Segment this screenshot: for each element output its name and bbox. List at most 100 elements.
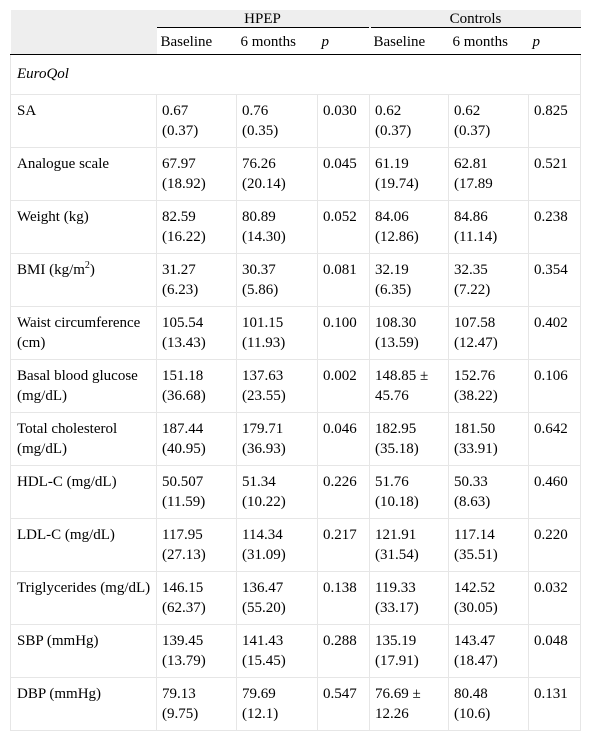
cell-hpep-6-months: 136.47 (55.20): [236, 571, 318, 625]
cell-hpep-p: 0.288: [317, 624, 370, 678]
cell-controls-p: 0.402: [528, 306, 581, 360]
cell-controls-p: 0.032: [528, 571, 581, 625]
row-label: LDL-C (mg/dL): [10, 518, 157, 572]
sub-header-row: Baseline 6 months p Baseline 6 months p: [10, 27, 581, 55]
cell-hpep-baseline: 117.95 (27.13): [156, 518, 237, 572]
cell-hpep-p: 0.226: [317, 465, 370, 519]
cell-controls-p: 0.354: [528, 253, 581, 307]
row-label: Analogue scale: [10, 147, 157, 201]
table-row: Total cholesterol (mg/dL) 187.44 (40.95) 17…: [10, 412, 581, 466]
cell-controls-6-months: 142.52 (30.05): [448, 571, 529, 625]
cell-controls-p: 0.825: [528, 94, 581, 148]
cell-hpep-baseline: 146.15 (62.37): [156, 571, 237, 625]
table-row: LDL-C (mg/dL) 117.95 (27.13) 114.34 (31.09) 0…: [10, 518, 581, 572]
cell-hpep-p: 0.081: [317, 253, 370, 307]
cell-hpep-baseline: 139.45 (13.79): [156, 624, 237, 678]
cell-controls-6-months: 0.62 (0.37): [448, 94, 529, 148]
cell-hpep-p: 0.046: [317, 412, 370, 466]
table-row: Basal blood glucose (mg/dL) 151.18 (36.68)…: [10, 359, 581, 413]
row-label: Basal blood glucose (mg/dL): [10, 359, 157, 413]
cell-controls-6-months: 80.48 (10.6): [448, 677, 529, 731]
group-header-blank: [10, 10, 157, 28]
sub-header-controls-p: p: [528, 27, 581, 55]
table-row: DBP (mmHg) 79.13 (9.75) 79.69 (12.1) 0.547 76.…: [10, 677, 581, 731]
cell-controls-6-months: 62.81 (17.89: [448, 147, 529, 201]
cell-controls-6-months: 181.50 (33.91): [448, 412, 529, 466]
cell-hpep-6-months: 30.37 (5.86): [236, 253, 318, 307]
section-label: EuroQol: [10, 54, 581, 95]
cell-hpep-6-months: 80.89 (14.30): [236, 200, 318, 254]
cell-hpep-6-months: 179.71 (36.93): [236, 412, 318, 466]
cell-hpep-6-months: 101.15 (11.93): [236, 306, 318, 360]
cell-hpep-p: 0.547: [317, 677, 370, 731]
row-label: DBP (mmHg): [10, 677, 157, 731]
cell-controls-baseline: 148.85 ±45.76: [369, 359, 449, 413]
cell-controls-6-months: 50.33 (8.63): [448, 465, 529, 519]
sub-header-blank: [10, 27, 157, 55]
table-row: Analogue scale 67.97 (18.92) 76.26 (20.14) 0.…: [10, 147, 581, 201]
table-row: Weight (kg) 82.59 (16.22) 80.89 (14.30) 0.052…: [10, 200, 581, 254]
table-row: HDL-C (mg/dL) 50.507 (11.59) 51.34 (10.22) 0.…: [10, 465, 581, 519]
row-label: Triglycerides (mg/dL): [10, 571, 157, 625]
cell-controls-p: 0.220: [528, 518, 581, 572]
cell-controls-p: 0.048: [528, 624, 581, 678]
group-header-row: HPEP Controls: [10, 10, 581, 28]
cell-controls-baseline: 0.62 (0.37): [369, 94, 449, 148]
cell-controls-6-months: 152.76 (38.22): [448, 359, 529, 413]
table-row: SA 0.67 (0.37) 0.76 (0.35) 0.030 0.62 (0.37) 0.6…: [10, 94, 581, 148]
cell-controls-6-months: 117.14 (35.51): [448, 518, 529, 572]
sub-header-hpep-6-months: 6 months: [236, 27, 318, 55]
cell-controls-baseline: 119.33 (33.17): [369, 571, 449, 625]
cell-hpep-baseline: 79.13 (9.75): [156, 677, 237, 731]
results-table: HPEP Controls Baseline 6 months p Baseli…: [10, 10, 581, 731]
group-header-controls: Controls: [369, 10, 581, 28]
cell-hpep-6-months: 79.69 (12.1): [236, 677, 318, 731]
cell-hpep-p: 0.138: [317, 571, 370, 625]
cell-hpep-p: 0.052: [317, 200, 370, 254]
cell-controls-6-months: 107.58 (12.47): [448, 306, 529, 360]
cell-hpep-baseline: 67.97 (18.92): [156, 147, 237, 201]
cell-hpep-baseline: 82.59 (16.22): [156, 200, 237, 254]
cell-hpep-baseline: 50.507 (11.59): [156, 465, 237, 519]
sub-header-hpep-p: p: [317, 27, 370, 55]
cell-hpep-baseline: 105.54 (13.43): [156, 306, 237, 360]
cell-hpep-6-months: 137.63 (23.55): [236, 359, 318, 413]
cell-hpep-6-months: 141.43 (15.45): [236, 624, 318, 678]
cell-hpep-baseline: 187.44 (40.95): [156, 412, 237, 466]
cell-controls-6-months: 143.47 (18.47): [448, 624, 529, 678]
cell-controls-p: 0.460: [528, 465, 581, 519]
cell-controls-baseline: 182.95 (35.18): [369, 412, 449, 466]
cell-controls-6-months: 32.35 (7.22): [448, 253, 529, 307]
cell-hpep-6-months: 0.76 (0.35): [236, 94, 318, 148]
table-row: BMI (kg/m2) 31.27 (6.23) 30.37 (5.86) 0.081 32…: [10, 253, 581, 307]
cell-controls-baseline: 32.19 (6.35): [369, 253, 449, 307]
row-label: BMI (kg/m2): [10, 253, 157, 307]
row-label: HDL-C (mg/dL): [10, 465, 157, 519]
section-row: EuroQol: [10, 54, 581, 95]
cell-hpep-p: 0.002: [317, 359, 370, 413]
cell-hpep-6-months: 51.34 (10.22): [236, 465, 318, 519]
cell-controls-6-months: 84.86 (11.14): [448, 200, 529, 254]
sub-header-controls-baseline: Baseline: [369, 27, 449, 55]
row-label: Total cholesterol (mg/dL): [10, 412, 157, 466]
cell-controls-baseline: 61.19 (19.74): [369, 147, 449, 201]
group-header-hpep: HPEP: [156, 10, 371, 28]
cell-controls-baseline: 108.30 (13.59): [369, 306, 449, 360]
cell-controls-baseline: 121.91 (31.54): [369, 518, 449, 572]
cell-controls-p: 0.131: [528, 677, 581, 731]
table-row: Waist circumference (cm) 105.54 (13.43) 101…: [10, 306, 581, 360]
cell-hpep-p: 0.100: [317, 306, 370, 360]
cell-controls-baseline: 135.19 (17.91): [369, 624, 449, 678]
cell-controls-baseline: 84.06 (12.86): [369, 200, 449, 254]
cell-controls-p: 0.642: [528, 412, 581, 466]
cell-hpep-6-months: 114.34 (31.09): [236, 518, 318, 572]
cell-controls-baseline: 76.69 ±12.26: [369, 677, 449, 731]
row-label: SBP (mmHg): [10, 624, 157, 678]
sub-header-controls-6-months: 6 months: [448, 27, 529, 55]
table-row: SBP (mmHg) 139.45 (13.79) 141.43 (15.45) 0.28…: [10, 624, 581, 678]
cell-controls-p: 0.521: [528, 147, 581, 201]
cell-controls-p: 0.106: [528, 359, 581, 413]
cell-controls-baseline: 51.76 (10.18): [369, 465, 449, 519]
table-row: Triglycerides (mg/dL) 146.15 (62.37) 136.47…: [10, 571, 581, 625]
cell-hpep-baseline: 0.67 (0.37): [156, 94, 237, 148]
